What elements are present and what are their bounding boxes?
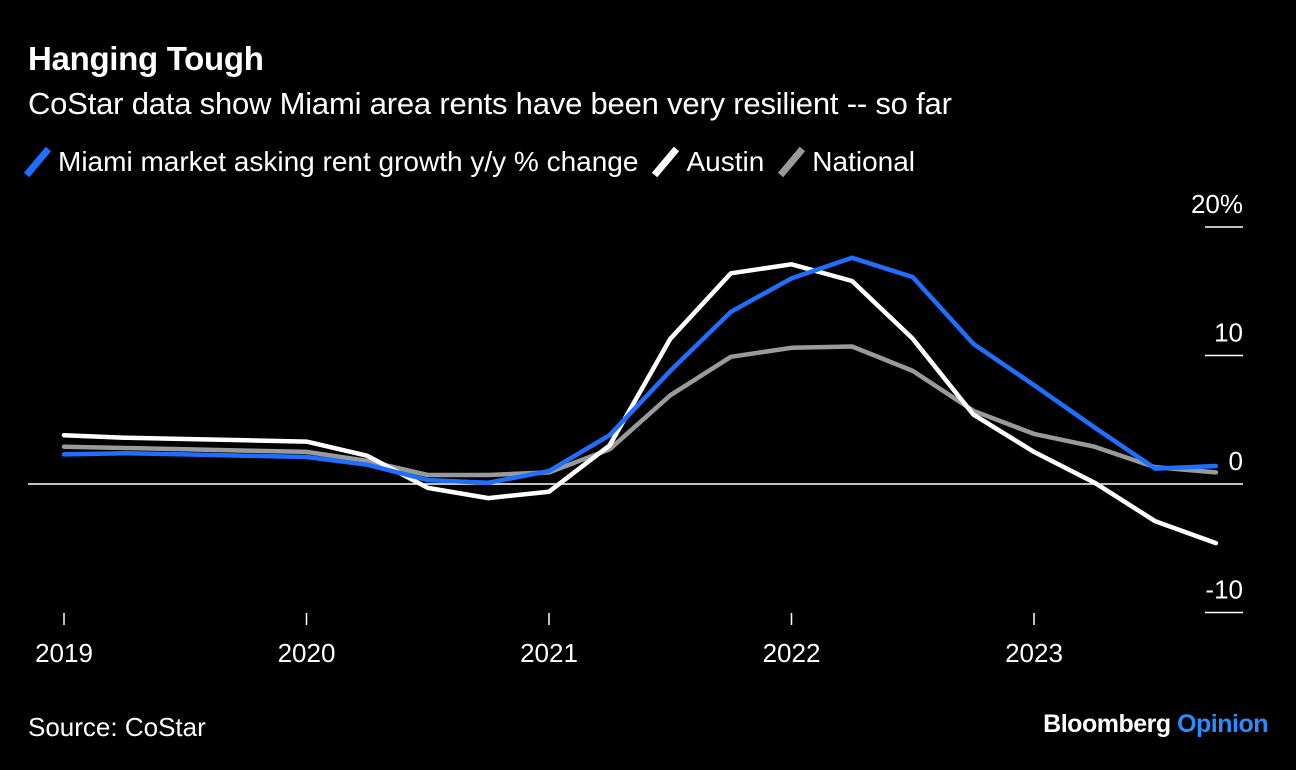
y-tick-label: -10 (1205, 575, 1243, 605)
series-line-miami (61, 255, 1219, 485)
y-tick-label: 0 (1229, 446, 1243, 476)
legend-item-miami: Miami market asking rent growth y/y % ch… (28, 146, 638, 178)
y-tick-label: 10 (1214, 318, 1243, 348)
x-tick-label: 2021 (520, 638, 578, 668)
series-line-national (61, 344, 1219, 478)
legend-item-national: National (782, 146, 915, 178)
brand-suffix: Opinion (1177, 710, 1268, 738)
brand-name: Bloomberg (1043, 710, 1171, 738)
x-tick-label: 2023 (1005, 638, 1063, 668)
legend-item-austin: Austin (656, 146, 764, 178)
chart-subtitle: CoStar data show Miami area rents have b… (28, 86, 952, 121)
y-tick-label: 20% (1191, 189, 1243, 219)
series-line-austin (61, 262, 1219, 546)
x-tick-label: 2022 (763, 638, 821, 668)
chart-title: Hanging Tough (28, 40, 264, 77)
brand-logo: Bloomberg Opinion (1043, 710, 1268, 739)
source-note: Source: CoStar (28, 712, 206, 742)
x-tick-label: 2020 (278, 638, 336, 668)
legend-label-austin: Austin (686, 146, 765, 177)
legend: Miami market asking rent growth y/y % ch… (28, 146, 933, 178)
x-tick-label: 2019 (35, 638, 93, 668)
legend-label-miami: Miami market asking rent growth y/y % ch… (58, 146, 639, 177)
legend-label-national: National (812, 146, 916, 177)
